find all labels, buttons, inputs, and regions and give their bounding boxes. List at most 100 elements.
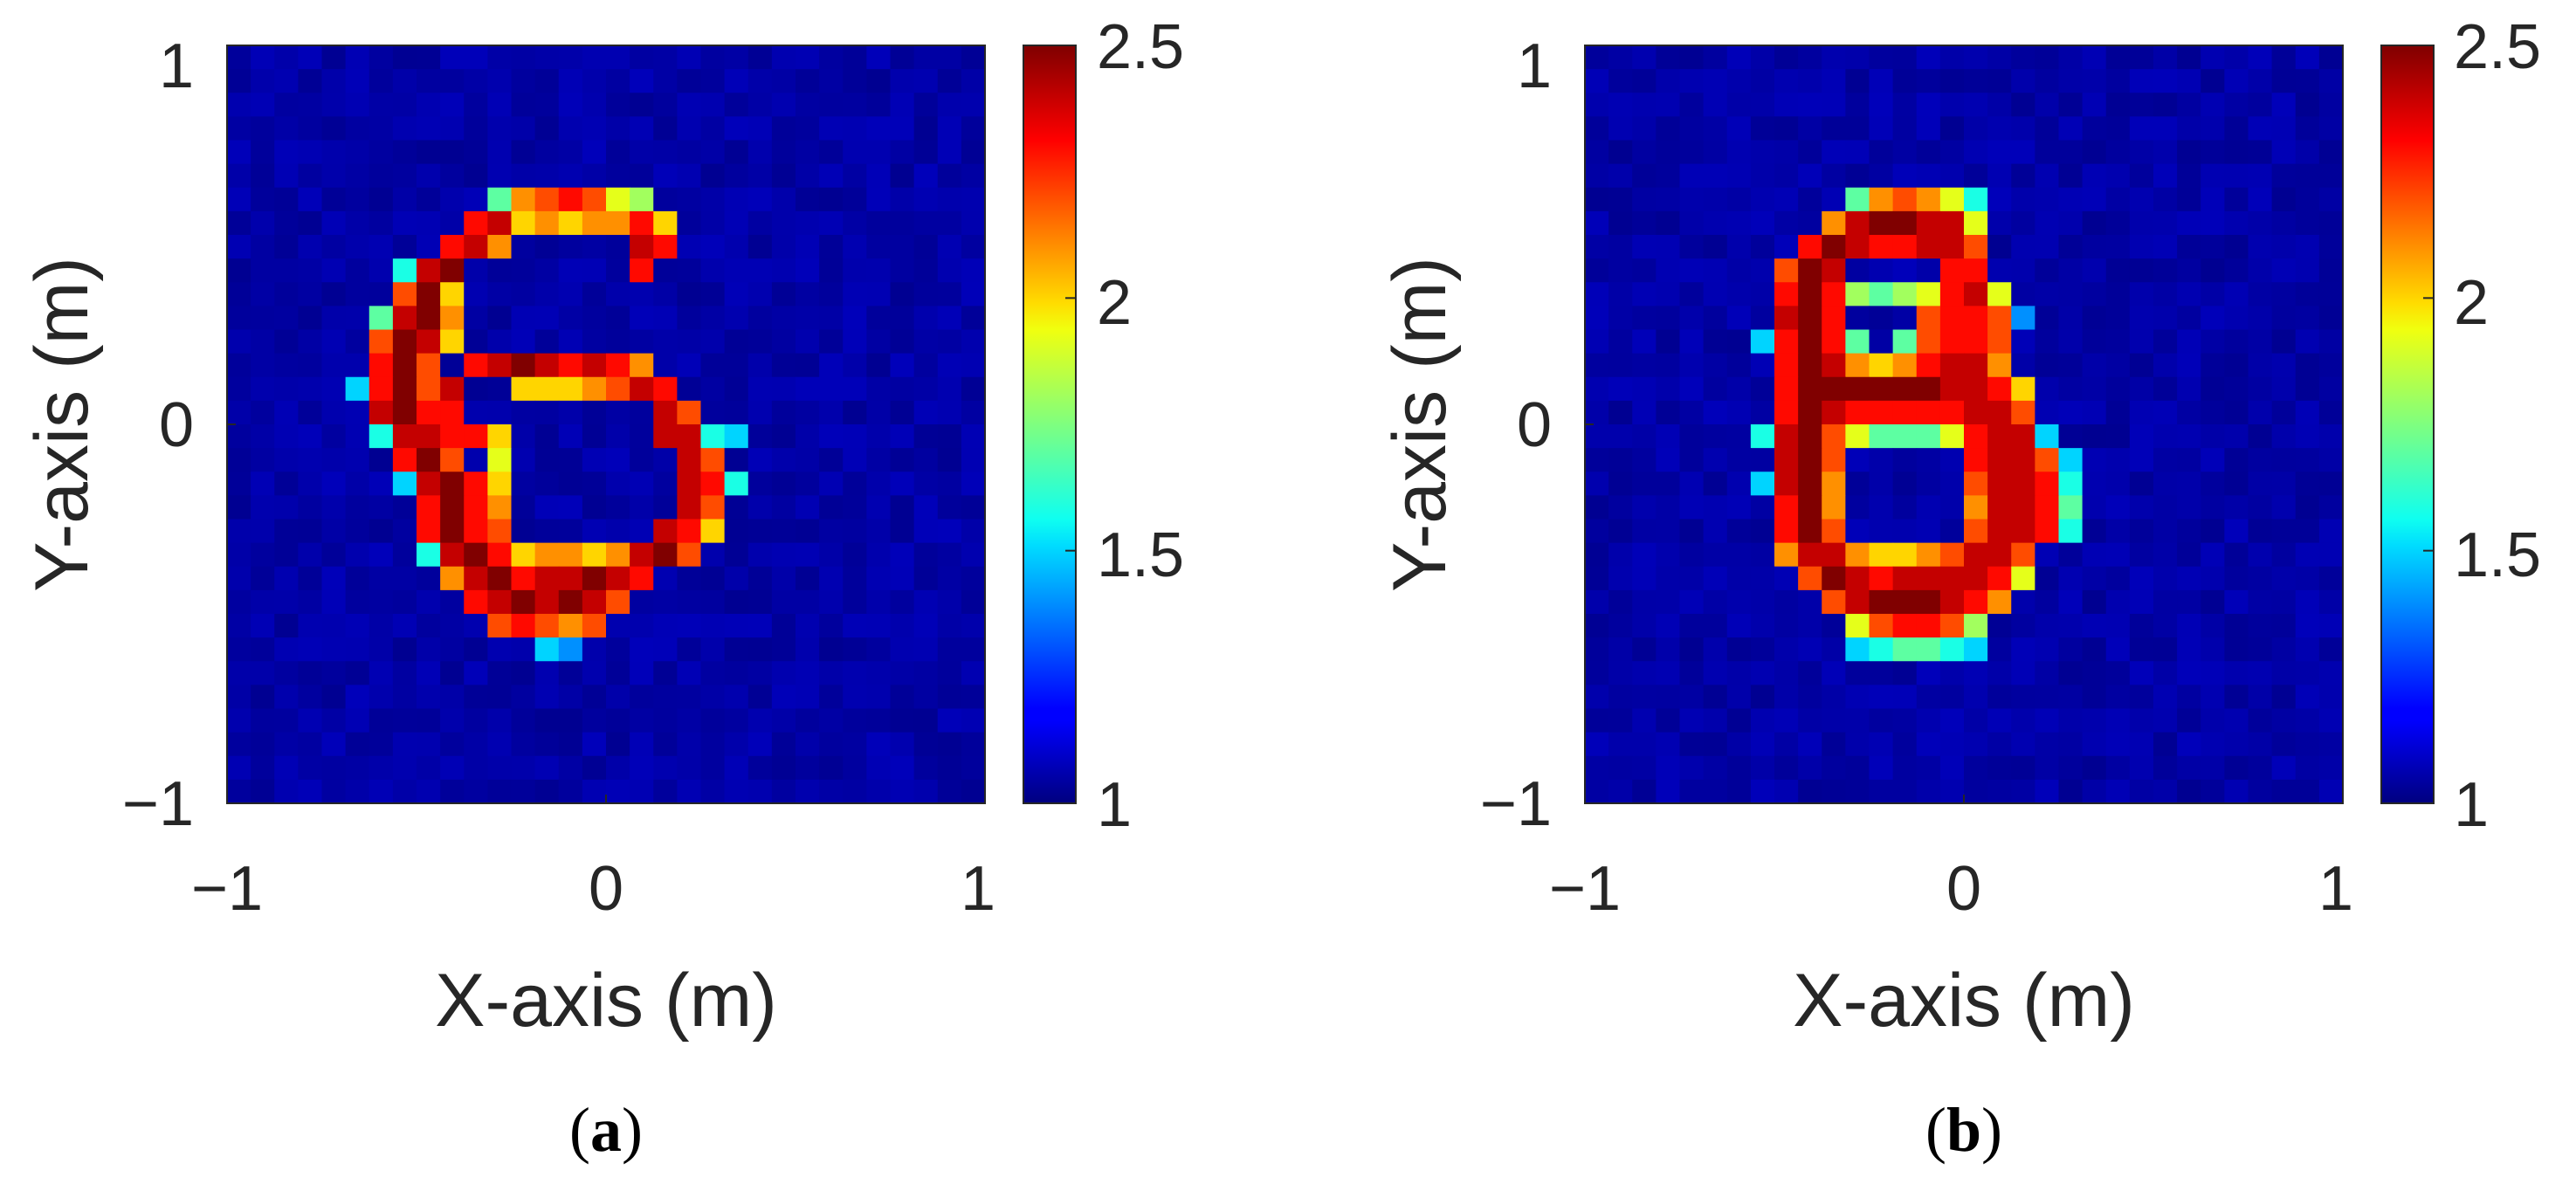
heatmap-cell [724, 495, 749, 520]
heatmap-cell [1774, 163, 1799, 189]
heatmap-cell [417, 69, 441, 93]
heatmap-cell [2224, 589, 2249, 615]
heatmap-cell [653, 282, 678, 306]
heatmap-cell [747, 235, 773, 259]
heatmap-cell [653, 400, 678, 425]
heatmap-cell [937, 637, 962, 662]
y-tick-label-a-2: −1 [122, 769, 194, 839]
heatmap-cell [2058, 589, 2084, 615]
heatmap-cell [1679, 614, 1705, 638]
heatmap-cell [724, 448, 749, 472]
heatmap-cell [2105, 400, 2131, 425]
heatmap-cell [2035, 306, 2060, 331]
heatmap-cell [1845, 755, 1870, 781]
heatmap-cell [2153, 755, 2178, 781]
heatmap-cell [417, 661, 441, 685]
heatmap-cell [558, 566, 583, 591]
heatmap-cell [392, 45, 417, 70]
heatmap-cell [1608, 45, 1633, 70]
heatmap-cell [1703, 755, 1728, 781]
heatmap-cell [2295, 93, 2320, 117]
heatmap-cell [1845, 45, 1870, 70]
heatmap-cell [2058, 685, 2084, 710]
heatmap-cell [274, 45, 299, 70]
heatmap-cell [677, 424, 702, 449]
heatmap-cell [1656, 732, 1681, 757]
heatmap-cell [2105, 45, 2131, 70]
heatmap-cell [2318, 614, 2344, 638]
heatmap-cell [2248, 163, 2273, 189]
heatmap-cell [913, 755, 939, 781]
heatmap-cell [345, 424, 370, 449]
heatmap-cell [2248, 329, 2273, 355]
heatmap-cell [251, 376, 275, 402]
heatmap-cell [558, 542, 583, 568]
heatmap-cell [2082, 353, 2107, 378]
heatmap-cell [653, 779, 678, 804]
heatmap-cell [1798, 661, 1822, 685]
heatmap-cell [1656, 282, 1681, 306]
heatmap-cell [1632, 140, 1656, 165]
heatmap-cell [1608, 163, 1633, 189]
heatmap-cell [440, 708, 465, 733]
heatmap-cell [2153, 258, 2178, 283]
heatmap-cell [1845, 424, 1870, 449]
heatmap-cell [1892, 495, 1918, 520]
heatmap-cell [937, 732, 962, 757]
heatmap-cell [677, 282, 702, 306]
heatmap-cell [2224, 755, 2249, 781]
heatmap-cell [558, 140, 583, 165]
heatmap-cell [1939, 566, 1965, 591]
heatmap-cell [937, 93, 962, 117]
heatmap-cell [1703, 93, 1728, 117]
heatmap-cell [2271, 732, 2297, 757]
heatmap-cell [511, 140, 536, 165]
heatmap-cell [417, 614, 441, 638]
heatmap-cell [511, 187, 536, 212]
heatmap-cell [417, 163, 441, 189]
heatmap-cell [1632, 472, 1656, 496]
heatmap-cell [274, 235, 299, 259]
heatmap-cell [345, 93, 370, 117]
heatmap-cell [866, 69, 892, 93]
heatmap-cell [724, 708, 749, 733]
heatmap-cell [440, 69, 465, 93]
y-tick-label-a-0: 1 [159, 31, 194, 101]
heatmap-cell [298, 495, 323, 520]
heatmap-cell [913, 424, 939, 449]
heatmap-cell [440, 376, 465, 402]
heatmap-cell [961, 306, 986, 331]
heatmap-cell [1750, 306, 1775, 331]
heatmap-cell [1726, 376, 1752, 402]
heatmap-cell [700, 566, 726, 591]
heatmap-cell [890, 542, 915, 568]
heatmap-cell [227, 235, 251, 259]
heatmap-cell [1632, 614, 1656, 638]
heatmap-cell [251, 163, 275, 189]
heatmap-cell [2224, 353, 2249, 378]
heatmap-cell [1845, 637, 1870, 662]
heatmap-cell [1845, 210, 1870, 236]
heatmap-cell [2177, 637, 2201, 662]
heatmap-cell [819, 589, 844, 615]
heatmap-cell [368, 306, 394, 331]
heatmap-cell [1608, 235, 1633, 259]
heatmap-cell [1798, 235, 1822, 259]
heatmap-cell [1939, 708, 1965, 733]
heatmap-cell [961, 614, 986, 638]
heatmap-cell [2224, 306, 2249, 331]
heatmap-cell [1845, 187, 1870, 212]
heatmap-cell [1939, 69, 1965, 93]
heatmap-cell [2153, 306, 2178, 331]
heatmap-cell [417, 329, 441, 355]
heatmap-cell [274, 376, 299, 402]
heatmap-cell [440, 306, 465, 331]
heatmap-cell [724, 116, 749, 141]
heatmap-cell [464, 424, 488, 449]
heatmap-cell [2129, 400, 2154, 425]
heatmap-cell [1703, 424, 1728, 449]
heatmap-cell [2295, 116, 2320, 141]
heatmap-cell [2177, 424, 2201, 449]
heatmap-cell [1585, 495, 1609, 520]
heatmap-cell [630, 163, 654, 189]
